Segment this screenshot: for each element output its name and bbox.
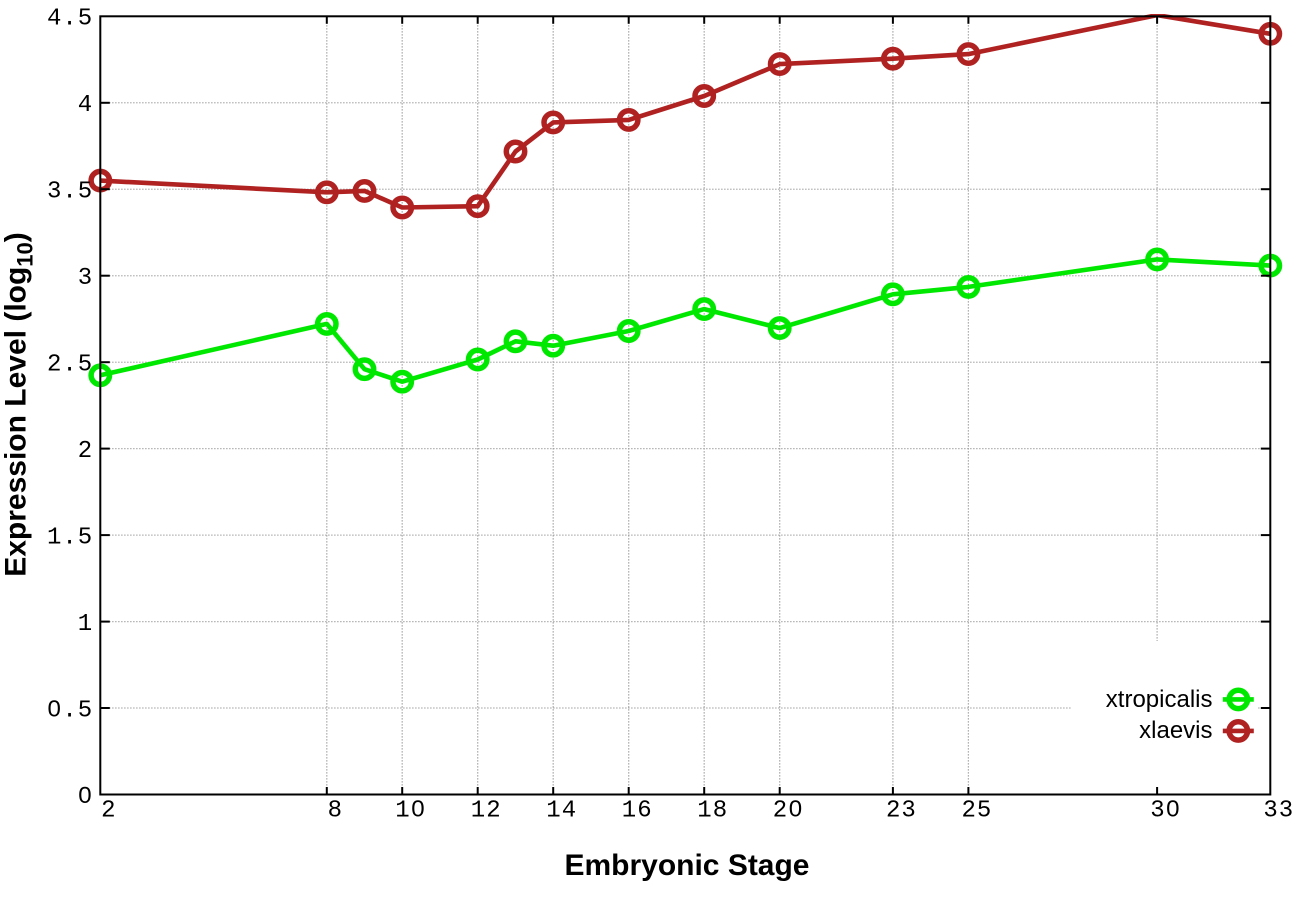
svg-text:25: 25 bbox=[962, 798, 992, 825]
svg-text:16: 16 bbox=[622, 798, 652, 825]
svg-text:Embryonic Stage: Embryonic Stage bbox=[565, 849, 810, 882]
svg-text:2.5: 2.5 bbox=[47, 352, 92, 379]
svg-text:Expression Level (log10): Expression Level (log10) bbox=[0, 232, 38, 577]
svg-text:8: 8 bbox=[328, 798, 342, 825]
svg-text:14: 14 bbox=[546, 798, 576, 825]
svg-text:18: 18 bbox=[697, 798, 727, 825]
svg-text:4.5: 4.5 bbox=[47, 6, 92, 33]
svg-text:2: 2 bbox=[78, 438, 92, 465]
svg-text:12: 12 bbox=[471, 798, 501, 825]
svg-text:1.5: 1.5 bbox=[47, 525, 92, 552]
svg-text:2: 2 bbox=[101, 798, 115, 825]
svg-text:33: 33 bbox=[1263, 798, 1293, 825]
svg-text:3: 3 bbox=[78, 265, 92, 292]
svg-text:23: 23 bbox=[886, 798, 916, 825]
svg-text:xtropicalis: xtropicalis bbox=[1106, 686, 1213, 713]
svg-text:1: 1 bbox=[78, 611, 92, 638]
svg-text:4: 4 bbox=[78, 92, 92, 119]
svg-text:xlaevis: xlaevis bbox=[1139, 717, 1212, 744]
svg-text:3.5: 3.5 bbox=[47, 179, 92, 206]
